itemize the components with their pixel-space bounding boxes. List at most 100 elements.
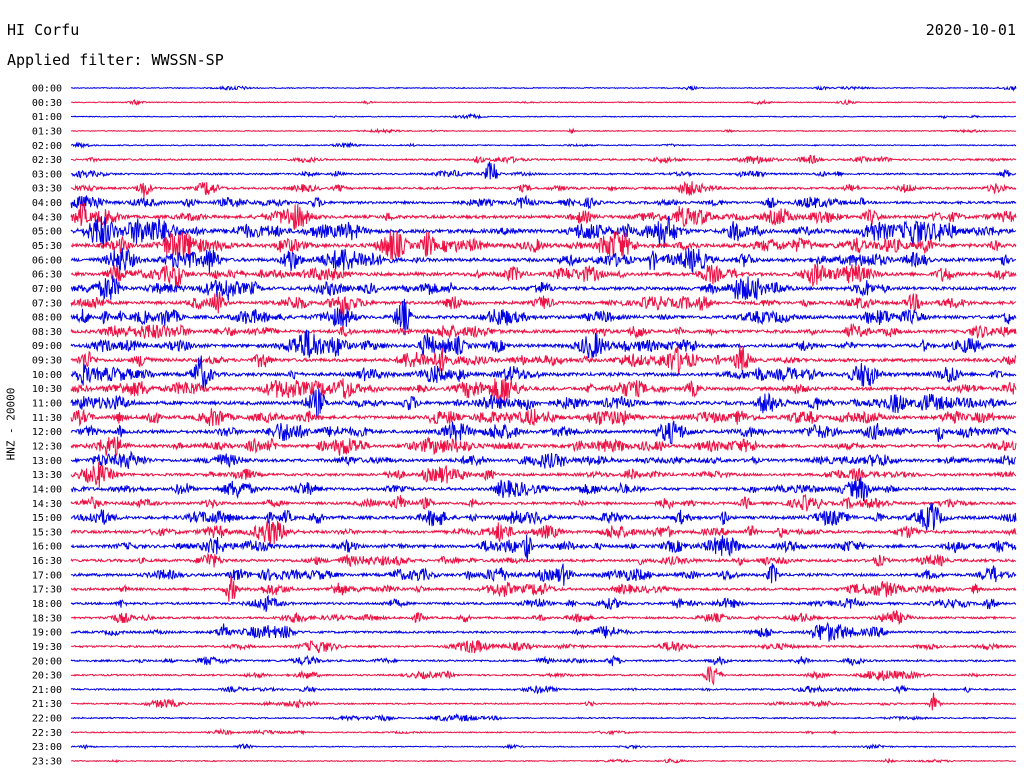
time-tick-label: 03:30 [32,184,62,195]
trace-row [70,594,1017,612]
time-tick-label: 07:00 [32,284,62,295]
trace-row [70,436,1017,457]
time-tick-label: 03:00 [32,169,62,180]
time-tick-label: 04:30 [32,212,62,223]
time-tick-label: 18:00 [32,599,62,610]
trace-row [70,322,1017,340]
time-tick-label: 20:30 [32,671,62,682]
trace-row [70,161,1017,180]
trace-row [70,291,1017,317]
time-tick-label: 23:00 [32,742,62,753]
time-tick-label: 00:00 [32,84,62,95]
time-tick-label: 19:30 [32,642,62,653]
time-tick-label: 01:00 [32,112,62,123]
trace-row [70,462,1017,488]
time-tick-label: 11:00 [32,399,62,410]
time-tick-label: 09:00 [32,341,62,352]
time-tick-label: 23:30 [32,757,62,768]
trace-row [70,262,1017,288]
time-tick-label: 21:30 [32,699,62,710]
time-tick-label: 09:30 [32,356,62,367]
trace-row [70,84,1017,92]
trace-row [70,520,1017,545]
time-tick-label: 17:00 [32,570,62,581]
trace-row [70,298,1017,336]
trace-row [70,493,1017,512]
trace-row [70,230,1017,261]
trace-row [70,112,1017,120]
time-tick-label: 06:00 [32,255,62,266]
trace-row [70,141,1017,149]
trace-row [70,692,1017,711]
trace-row [70,378,1017,405]
trace-row [70,712,1017,723]
trace-row [70,355,1017,391]
trace-row [70,200,1017,230]
trace-row [70,329,1017,359]
trace-row [70,621,1017,642]
time-tick-label: 18:30 [32,613,62,624]
time-tick-label: 10:30 [32,384,62,395]
time-tick-labels: 00:00 00:30 01:00 01:30 02:00 02:30 03:00 03:30… [32,84,62,768]
time-tick-label: 05:00 [32,227,62,238]
time-tick-label: 02:30 [32,155,62,166]
trace-row [70,534,1017,562]
time-tick-label: 02:00 [32,141,62,152]
time-tick-label: 21:00 [32,685,62,696]
trace-row [70,194,1017,211]
trace-row [70,575,1017,602]
trace-row [70,728,1017,736]
trace-row [70,127,1017,135]
trace-row [70,654,1017,667]
time-tick-label: 04:00 [32,198,62,209]
trace-row [70,563,1017,586]
time-tick-label: 07:30 [32,298,62,309]
trace-row [70,639,1017,654]
trace-row [70,450,1017,469]
trace-row [70,666,1017,686]
trace-row [70,98,1017,106]
trace-row [70,609,1017,626]
trace-row [70,758,1017,764]
trace-row [70,215,1017,248]
time-tick-label: 08:00 [32,313,62,324]
time-tick-label: 19:00 [32,628,62,639]
trace-row [70,743,1017,750]
time-tick-label: 12:00 [32,427,62,438]
trace-row [70,275,1017,301]
time-tick-label: 00:30 [32,98,62,109]
time-tick-label: 17:30 [32,585,62,596]
time-tick-label: 05:30 [32,241,62,252]
trace-row [70,684,1017,695]
trace-row [70,552,1017,568]
trace-row [70,502,1017,531]
time-tick-label: 01:30 [32,126,62,137]
trace-row [70,476,1017,502]
filter-label: Applied filter: WWSSN-SP [7,51,224,69]
time-tick-label: 22:30 [32,728,62,739]
time-tick-label: 10:00 [32,370,62,381]
time-tick-label: 06:30 [32,270,62,281]
time-tick-label: 14:30 [32,499,62,510]
trace-row [70,180,1017,198]
time-tick-label: 16:30 [32,556,62,567]
time-tick-label: 16:00 [32,542,62,553]
time-tick-label: 15:00 [32,513,62,524]
trace-row [70,344,1017,375]
time-tick-label: 13:00 [32,456,62,467]
trace-row [70,388,1017,419]
time-tick-label: 12:30 [32,441,62,452]
trace-row [70,408,1017,427]
trace-row [70,247,1017,274]
time-tick-label: 15:30 [32,527,62,538]
time-tick-label: 13:30 [32,470,62,481]
time-tick-label: 14:00 [32,484,62,495]
trace-row [70,154,1017,165]
time-tick-label: 22:00 [32,714,62,725]
time-tick-label: 20:00 [32,656,62,667]
time-tick-label: 08:30 [32,327,62,338]
date-label: 2020-10-01 [925,21,1016,39]
trace-row [70,420,1017,445]
station-title: HI Corfu [7,21,80,39]
